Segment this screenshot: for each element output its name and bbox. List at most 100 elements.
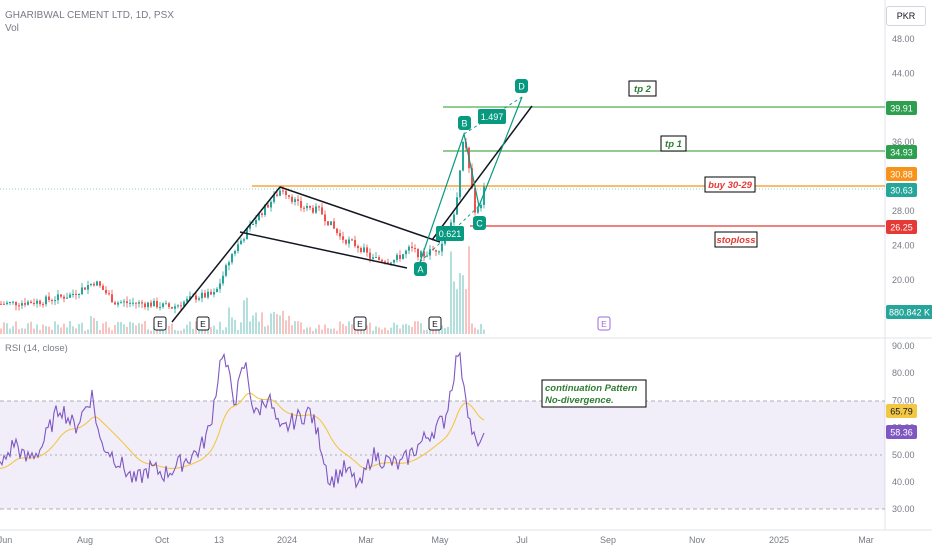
candle-body xyxy=(435,250,437,252)
candle-body xyxy=(312,207,314,213)
volume-bar xyxy=(90,316,92,334)
earnings-marker[interactable]: E xyxy=(597,316,611,331)
time-axis: Jun Aug Oct 13 2024 Mar May Jul Sep Nov 2025 Mar xyxy=(0,535,874,545)
volume-bar xyxy=(132,322,134,334)
volume-bar xyxy=(351,324,353,334)
candle-body xyxy=(129,302,131,304)
buy-label[interactable]: buy 30-29 xyxy=(704,176,756,193)
point-b[interactable]: B xyxy=(458,116,471,130)
volume-bar xyxy=(381,329,383,334)
fib-label-0621[interactable]: 0.621 xyxy=(436,226,464,241)
volume-bar xyxy=(336,330,338,334)
candle-body xyxy=(168,303,170,307)
candle-body xyxy=(45,296,47,305)
candle-body xyxy=(153,300,155,307)
volume-bar xyxy=(348,321,350,334)
volume-bar xyxy=(168,325,170,334)
candle-body xyxy=(75,293,77,295)
candle-body xyxy=(267,204,269,208)
candle-body xyxy=(171,306,173,309)
earnings-marker[interactable]: E xyxy=(153,316,167,331)
candle-body xyxy=(369,252,371,259)
point-d[interactable]: D xyxy=(515,79,528,93)
volume-bar xyxy=(312,330,314,334)
time-tick: May xyxy=(431,535,449,545)
price-badges: 39.91 34.93 30.88 30.63 26.25 880.842 K 65.79 5… xyxy=(886,101,932,439)
candle-body xyxy=(408,246,410,251)
volume-bar xyxy=(282,310,284,334)
volume-bar xyxy=(114,324,116,334)
rsi-line xyxy=(0,351,485,489)
tp1-label[interactable]: tp 1 xyxy=(660,135,687,152)
price-badge: 30.63 xyxy=(886,183,917,197)
volume-bar xyxy=(288,315,290,334)
volume-bar xyxy=(252,315,254,334)
earnings-marker[interactable]: E xyxy=(428,316,442,331)
candle-body xyxy=(186,298,188,302)
volume-bar xyxy=(387,330,389,334)
volume-bar xyxy=(324,324,326,334)
volume-bar xyxy=(9,328,11,334)
candle-body xyxy=(387,262,389,264)
volume-bar xyxy=(438,329,440,334)
volume-bar xyxy=(111,330,113,334)
volume-bar xyxy=(393,322,395,334)
harmonic-pattern xyxy=(419,96,523,263)
candle-body xyxy=(297,199,299,201)
volume-bar xyxy=(480,323,482,334)
volume-bar xyxy=(81,322,83,334)
volume-bar xyxy=(60,327,62,334)
candle-body xyxy=(453,214,455,223)
stoploss-label[interactable]: stoploss xyxy=(714,231,758,248)
volume-bar xyxy=(210,327,212,334)
svg-text:30.88: 30.88 xyxy=(890,170,913,180)
candle-body xyxy=(372,257,374,259)
candle-body xyxy=(12,301,14,303)
point-c[interactable]: C xyxy=(473,216,486,230)
candle-body xyxy=(198,298,200,300)
candle-body xyxy=(426,255,428,257)
candle-body xyxy=(255,220,257,225)
volume-bar xyxy=(24,328,26,334)
volume-bar xyxy=(408,325,410,334)
volume-bar xyxy=(471,323,473,334)
volume-bar xyxy=(459,273,461,334)
earnings-marker[interactable]: E xyxy=(353,316,367,331)
candle-body xyxy=(384,261,386,263)
continuation-note[interactable]: continuation Pattern No-divergence. xyxy=(541,379,647,408)
price-tick: 28.00 xyxy=(892,206,915,216)
svg-text:continuation Pattern: continuation Pattern xyxy=(545,383,638,394)
currency-button[interactable]: PKR xyxy=(886,6,926,26)
candle-body xyxy=(9,302,11,304)
volume-bar xyxy=(3,322,5,334)
volume-bar xyxy=(417,321,419,334)
volume-bar xyxy=(390,327,392,334)
tp2-label[interactable]: tp 2 xyxy=(628,80,657,97)
volume-bar xyxy=(33,328,35,334)
candle-body xyxy=(108,293,110,295)
candle-body xyxy=(204,292,206,298)
volume-bar xyxy=(189,321,191,334)
volume-bar xyxy=(174,329,176,334)
candle-body xyxy=(303,207,305,209)
svg-text:B: B xyxy=(461,119,467,129)
time-tick: Jul xyxy=(516,535,528,545)
candle-body xyxy=(276,194,278,196)
time-tick: Oct xyxy=(155,535,170,545)
flag-top-line xyxy=(279,186,441,243)
candle-body xyxy=(174,306,176,309)
point-a[interactable]: A xyxy=(414,262,427,276)
candle-body xyxy=(63,296,65,299)
volume-bar xyxy=(96,320,98,334)
volume-bar xyxy=(63,323,65,334)
fib-label-1497[interactable]: 1.497 xyxy=(478,109,506,124)
candle-body xyxy=(393,259,395,263)
price-tick: 36.00 xyxy=(892,137,915,147)
volume-bar xyxy=(483,329,485,334)
volume-bar xyxy=(186,324,188,334)
earnings-marker[interactable]: E xyxy=(196,316,210,331)
candle-body xyxy=(84,287,86,290)
svg-text:880.842 K: 880.842 K xyxy=(889,308,930,318)
